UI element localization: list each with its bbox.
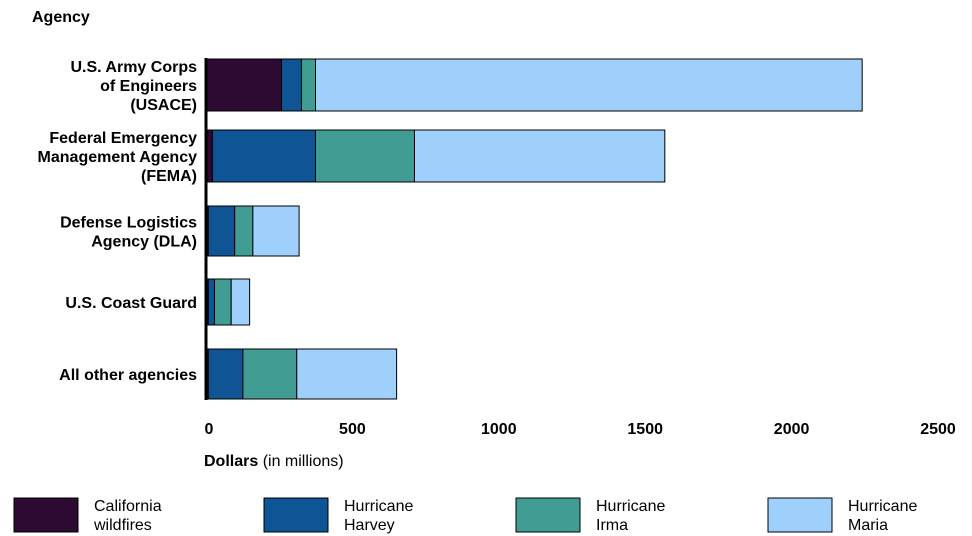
legend-swatch <box>767 497 833 533</box>
x-tick-label: 2000 <box>774 421 810 438</box>
bar-segment <box>315 129 415 183</box>
category-label-line: All other agencies <box>59 367 197 384</box>
category-label-line: Defense Logistics <box>60 215 197 232</box>
legend-swatch <box>13 497 79 533</box>
category-label-line: U.S. Army Corps <box>70 59 197 76</box>
bar-segment <box>234 205 254 257</box>
legend-label: California wildfires <box>93 498 162 534</box>
bar-segment <box>281 58 302 112</box>
category-label-line: (FEMA) <box>141 168 197 185</box>
category-label-line: (USACE) <box>130 97 197 114</box>
legend-swatch <box>515 497 581 533</box>
bar-segment <box>207 278 215 326</box>
bar-segment <box>205 58 283 112</box>
legend-label-line: Irma <box>596 517 628 534</box>
legend-label-line: Hurricane <box>596 498 665 515</box>
category-label-line: Federal Emergency <box>49 130 197 147</box>
legend-label: Hurricane Maria <box>848 498 917 534</box>
x-tick-label: 500 <box>339 421 366 438</box>
legend-label-line: wildfires <box>93 517 152 534</box>
legend-swatch <box>263 497 329 533</box>
x-axis-tick-labels: 0 500 1000 1500 2000 2500 <box>205 421 956 438</box>
bar-segment <box>242 348 298 400</box>
bar-segment <box>300 58 317 112</box>
bar-segment <box>230 278 251 326</box>
category-labels: U.S. Army Corps of Engineers (USACE) Federa… <box>38 59 198 384</box>
legend-label: Hurricane Irma <box>596 498 665 534</box>
legend-label-line: Maria <box>848 517 888 534</box>
legend-label: Hurricane Harvey <box>344 498 413 534</box>
bar-segment <box>207 205 236 257</box>
x-axis-title: Dollars (in millions) <box>204 453 344 470</box>
bars <box>205 58 863 400</box>
category-label: Federal Emergency Management Agency (FEMA) <box>38 130 198 185</box>
category-label-line: U.S. Coast Guard <box>65 295 197 312</box>
legend-label-line: California <box>94 498 162 515</box>
legend-label-line: Hurricane <box>344 498 413 515</box>
x-tick-label: 1000 <box>481 421 517 438</box>
legend-label-line: Harvey <box>344 517 395 534</box>
bar-segment <box>213 278 232 326</box>
x-tick-label: 2500 <box>920 421 956 438</box>
category-label: U.S. Army Corps of Engineers (USACE) <box>70 59 197 114</box>
category-label: Defense Logistics Agency (DLA) <box>60 215 197 251</box>
bar-segment <box>315 58 863 112</box>
x-axis-title-main: Dollars <box>204 453 258 470</box>
bar-segment <box>413 129 666 183</box>
x-tick-label: 0 <box>205 421 214 438</box>
bar-segment <box>211 129 317 183</box>
category-label-line: Management Agency <box>38 149 198 166</box>
x-tick-label: 1500 <box>627 421 663 438</box>
bar-segment <box>207 348 244 400</box>
legend-label-line: Hurricane <box>848 498 917 515</box>
bar-segment <box>296 348 398 400</box>
category-label: All other agencies <box>59 367 197 384</box>
bar-segment <box>252 205 300 257</box>
category-label-line: Agency (DLA) <box>91 234 197 251</box>
category-label: U.S. Coast Guard <box>65 295 197 312</box>
y-axis-title: Agency <box>32 9 90 26</box>
x-axis-title-units: (in millions) <box>258 453 343 470</box>
category-label-line: of Engineers <box>100 78 197 95</box>
